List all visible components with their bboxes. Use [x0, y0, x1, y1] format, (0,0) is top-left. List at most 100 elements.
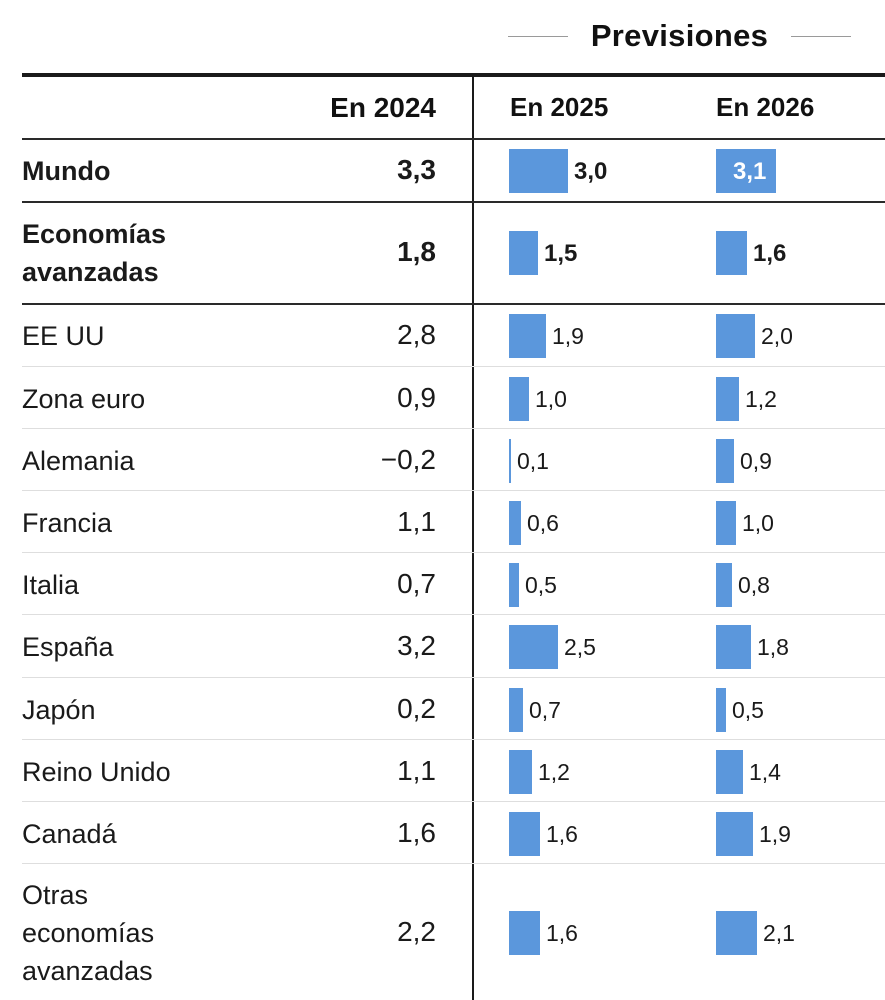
row-separator [22, 739, 885, 740]
bar-2025 [509, 501, 521, 545]
bar-2026 [716, 910, 757, 955]
bar-label-2026: 0,8 [738, 572, 770, 598]
row-separator [22, 677, 885, 678]
bar-label-2025: 0,7 [529, 697, 561, 723]
bar-label-2026: 3,1 [733, 158, 767, 185]
value-2024: 3,3 [397, 154, 436, 185]
forecast-header: Previsiones [508, 14, 851, 58]
bar-2025 [509, 750, 532, 794]
bar-label-2026: 1,8 [757, 634, 789, 660]
bar-label-2026: 1,9 [759, 821, 791, 847]
bar-label-2025: 1,5 [544, 240, 578, 267]
bar-2025 [509, 812, 540, 856]
bar-2025 [509, 910, 540, 955]
table-row [0, 679, 885, 741]
table-row [0, 803, 885, 865]
value-2024: 1,6 [397, 817, 436, 848]
bar-label-2025: 1,9 [552, 323, 584, 349]
bar-2026 [716, 439, 734, 483]
bar-label-2025: 1,0 [535, 386, 567, 412]
bar-2025 [509, 231, 538, 275]
table-row [0, 741, 885, 803]
bar-label-2026: 1,2 [745, 386, 777, 412]
row-label: Japón [22, 695, 96, 725]
row-label: Economías avanzadas [22, 219, 167, 287]
forecast-header-line-right [791, 36, 851, 37]
row-separator [22, 801, 885, 802]
row-label: Francia [22, 508, 113, 538]
table-row [0, 865, 885, 1000]
table-row [0, 554, 885, 616]
bar-2025 [509, 563, 519, 607]
bar-label-2026: 0,5 [732, 697, 764, 723]
bar-2025 [509, 625, 558, 669]
row-label: Canadá [22, 819, 117, 849]
table-row [0, 492, 885, 554]
bar-label-2025: 2,5 [564, 634, 596, 660]
value-2024: 1,1 [397, 755, 436, 786]
value-2024: 0,2 [397, 693, 436, 724]
bar-2026 [716, 377, 739, 421]
row-separator [22, 614, 885, 615]
row-separator [22, 138, 885, 140]
row-label: Alemania [22, 446, 135, 476]
table-row [0, 616, 885, 678]
bar-label-2025: 1,6 [546, 919, 578, 946]
row-label: Italia [22, 570, 80, 600]
bar-2026 [716, 314, 755, 358]
bar-2026 [716, 812, 753, 856]
column-header-2024: En 2024 [330, 92, 436, 123]
row-label: EE UU [22, 321, 105, 351]
value-2024: 1,1 [397, 506, 436, 537]
bar-label-2025: 1,6 [546, 821, 578, 847]
bar-2025 [509, 314, 546, 358]
row-separator [22, 428, 885, 429]
bar-label-2025: 0,6 [527, 510, 559, 536]
value-2024: 2,8 [397, 319, 436, 350]
bar-2025 [509, 688, 523, 732]
bar-2026 [716, 563, 732, 607]
bar-label-2025: 1,2 [538, 759, 570, 785]
bar-label-2026: 2,1 [763, 919, 795, 946]
value-2024: 0,9 [397, 382, 436, 413]
bar-label-2025: 0,1 [517, 448, 549, 474]
table-row [0, 430, 885, 492]
column-header-2025: En 2025 [510, 92, 609, 122]
top-rule [22, 73, 885, 77]
bar-label-2026: 1,6 [753, 240, 787, 267]
row-separator [22, 303, 885, 305]
row-separator [22, 863, 885, 864]
row-label: Reino Unido [22, 757, 171, 787]
bar-2025 [509, 439, 511, 483]
value-2024: 1,8 [397, 236, 436, 267]
value-2024: 3,2 [397, 630, 436, 661]
bar-label-2025: 3,0 [574, 158, 608, 185]
value-2024: 0,7 [397, 568, 436, 599]
bar-2026 [716, 231, 747, 275]
value-2024: 2,2 [397, 915, 436, 947]
row-label: Zona euro [22, 384, 146, 414]
bar-label-2026: 0,9 [740, 448, 772, 474]
bar-label-2025: 0,5 [525, 572, 557, 598]
row-separator [22, 201, 885, 203]
bar-2025 [509, 377, 529, 421]
bar-2026 [716, 625, 751, 669]
value-2024: −0,2 [380, 444, 436, 475]
bar-2025 [509, 149, 568, 193]
bar-label-2026: 2,0 [761, 323, 793, 349]
forecast-header-line-left [508, 36, 568, 37]
table-row [0, 140, 885, 202]
forecast-title: Previsiones [590, 18, 769, 53]
table-row [0, 368, 885, 430]
bar-label-2026: 1,4 [749, 759, 781, 785]
bar-2026 [716, 501, 736, 545]
row-separator [22, 490, 885, 491]
table-row [0, 203, 885, 303]
bar-2026 [716, 149, 776, 193]
row-separator [22, 366, 885, 367]
row-label: Mundo [22, 156, 111, 186]
column-header-2026: En 2026 [716, 92, 815, 122]
row-separator [22, 552, 885, 553]
column-divider [472, 77, 474, 1000]
bar-label-2026: 1,0 [742, 510, 774, 536]
